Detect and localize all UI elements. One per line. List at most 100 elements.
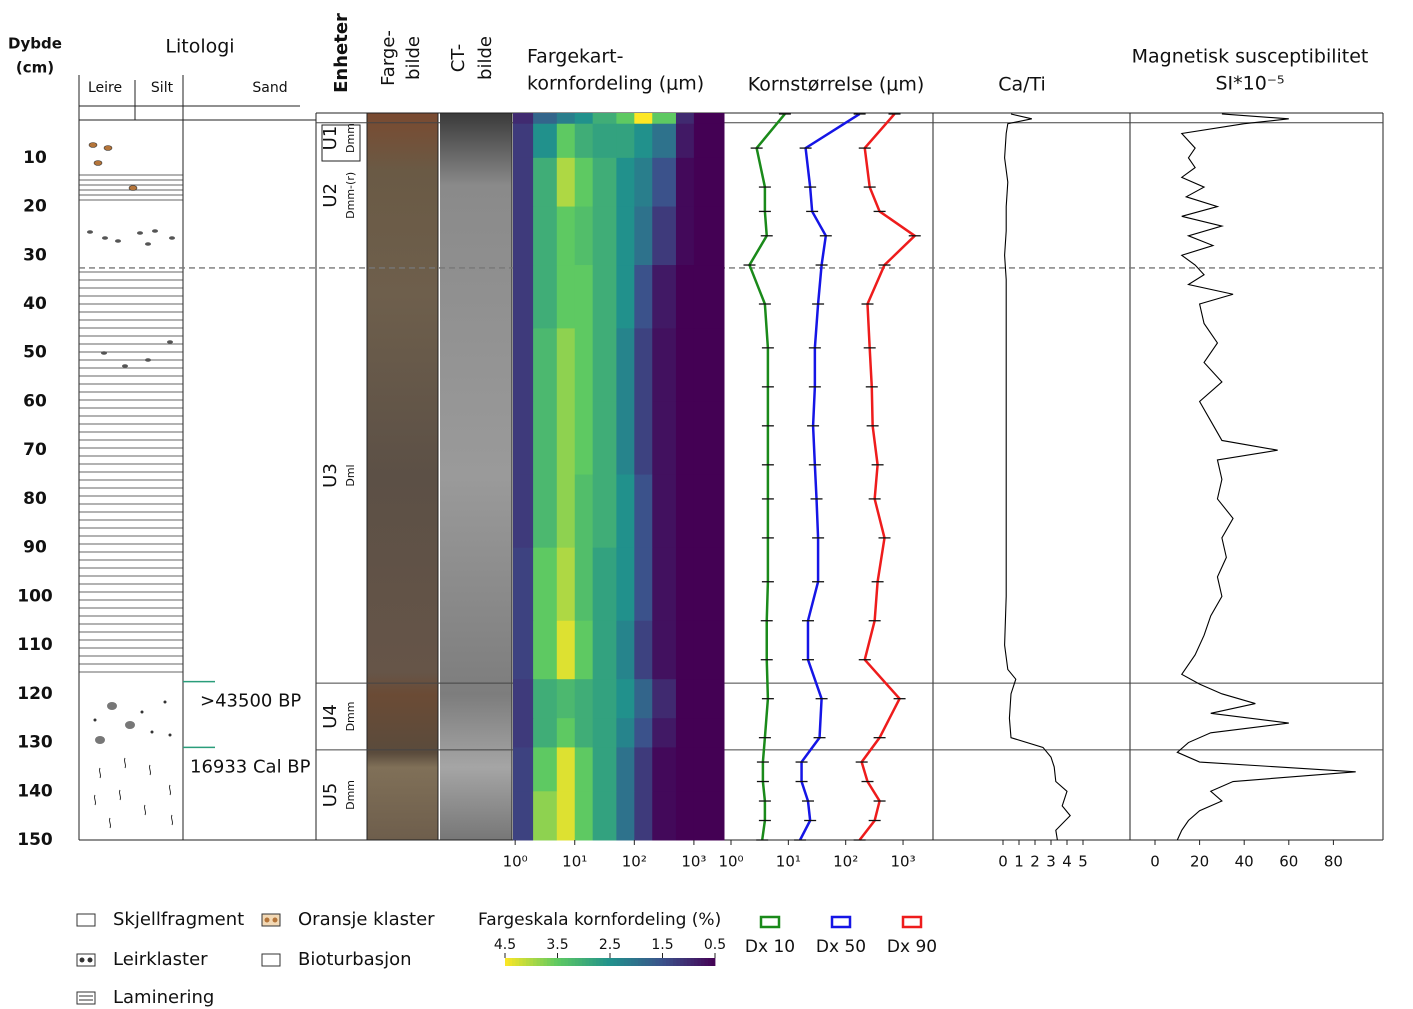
data-line: [1176, 113, 1356, 841]
clay-clast: [167, 340, 173, 344]
colorbar-segment: [704, 958, 709, 966]
heatmap-cell: [616, 123, 635, 159]
heatmap-cell: [533, 718, 558, 748]
heatmap-cell: [675, 113, 695, 125]
orange-clast: [93, 160, 103, 166]
legend-label: Oransje klaster: [298, 909, 435, 930]
heatmap-cell: [652, 620, 677, 680]
heatmap-cell: [513, 123, 534, 159]
bioturbation: [118, 789, 122, 801]
heatmap-cell: [533, 265, 558, 329]
heatmap-cell: [652, 123, 677, 159]
legend-icon: [76, 913, 96, 927]
colorbar-segment: [550, 958, 555, 966]
heatmap-cell: [574, 718, 594, 748]
heatmap-cell: [556, 157, 576, 208]
heatmap-cell: [693, 747, 725, 792]
heatmap-cell: [513, 328, 534, 402]
heatmap-cell: [556, 474, 576, 549]
heatmap-cell: [574, 620, 594, 680]
bioturbation: [148, 764, 152, 776]
heatmap-cell: [693, 265, 725, 329]
colorbar-segment: [662, 958, 667, 966]
colorbar-segment: [557, 958, 562, 966]
colorbar-segment: [515, 958, 520, 966]
colorbar-segment: [508, 958, 513, 966]
x-tick-label: 10²: [622, 853, 647, 871]
heatmap-cell: [616, 265, 635, 329]
heatmap-cell: [675, 718, 695, 748]
unit-name: U3: [320, 463, 341, 488]
colorbar-segment: [627, 958, 632, 966]
heatmap-cell: [533, 547, 558, 622]
heatmap-cell: [556, 265, 576, 329]
unit-name: U5: [320, 783, 341, 808]
heatmap-cell: [616, 791, 635, 841]
ct-image-title: bilde: [475, 36, 496, 80]
heatmap-cell: [675, 265, 695, 329]
heatmap-cell: [652, 679, 677, 719]
clay-clast: [169, 236, 175, 240]
heatmap-cell: [556, 113, 576, 125]
colorbar-segment: [697, 958, 702, 966]
heatmap-cell: [634, 747, 653, 792]
heatmap-cell: [652, 113, 677, 125]
depth-tick-label: 30: [23, 245, 47, 265]
x-tick-label: 10¹: [562, 853, 587, 871]
clay-clast: [101, 351, 107, 355]
colorbar-segment: [603, 958, 607, 966]
heatmap-cell: [652, 718, 677, 748]
heatmap-cell: [556, 328, 576, 402]
colorbar-segment: [634, 958, 639, 966]
colorbar-segment: [592, 958, 597, 966]
heatmap-cell: [574, 747, 594, 792]
color-image-title: Farge-: [378, 30, 399, 86]
heatmap-cell: [634, 474, 653, 549]
legend-icon: [79, 957, 85, 963]
x-tick-label: 10⁰: [503, 853, 528, 871]
heatmap-cell: [652, 206, 677, 266]
heatmap-cell: [513, 547, 534, 622]
clay-clast: [152, 229, 158, 233]
legend-icon: [76, 991, 96, 1005]
heatmap-cell: [513, 620, 534, 680]
heatmap-cell: [513, 718, 534, 748]
clay-clast: [145, 242, 151, 246]
heatmap-cell: [533, 328, 558, 402]
x-tick-label: 1: [1014, 853, 1024, 871]
heatmap-cell: [616, 718, 635, 748]
bioturbation: [168, 784, 172, 796]
colorbar-tick-label: 4.5: [494, 937, 516, 953]
colorbar-segment: [505, 958, 509, 966]
heatmap-cell: [513, 747, 534, 792]
heatmap-cell: [616, 474, 635, 549]
colorbar-segment: [575, 958, 579, 966]
colorbar-segment: [522, 958, 527, 966]
heatmap-cell: [533, 474, 558, 549]
heatmap-cell: [513, 157, 534, 208]
unit-code: Dml: [344, 464, 357, 486]
heatmap-cell: [513, 113, 534, 125]
depth-title: (cm): [16, 59, 54, 77]
legend-swatch: [901, 915, 923, 929]
colorbar-tick-label: 2.5: [599, 937, 621, 953]
colorbar-segment: [673, 958, 677, 966]
heatmap-cell: [592, 265, 617, 329]
heatmap-cell: [652, 401, 677, 476]
heatmap-cell: [616, 679, 635, 719]
heatmap-cell: [592, 328, 617, 402]
lithology-column: Silt: [151, 80, 174, 96]
x-tick-label: 60: [1279, 853, 1298, 871]
heatmap-cell: [675, 206, 695, 266]
depth-tick-label: 140: [17, 781, 53, 801]
heatmap-cell: [556, 206, 576, 266]
heatmap-cell: [616, 620, 635, 680]
bioturbation: [98, 767, 102, 779]
unit-name: U2: [320, 183, 341, 208]
bioturbation: [123, 757, 127, 769]
heatmap-cell: [533, 401, 558, 476]
bioturbation: [93, 794, 97, 806]
heatmap-cell: [592, 679, 617, 719]
heatmap-cell: [533, 791, 558, 841]
colorbar-segment: [694, 958, 698, 966]
